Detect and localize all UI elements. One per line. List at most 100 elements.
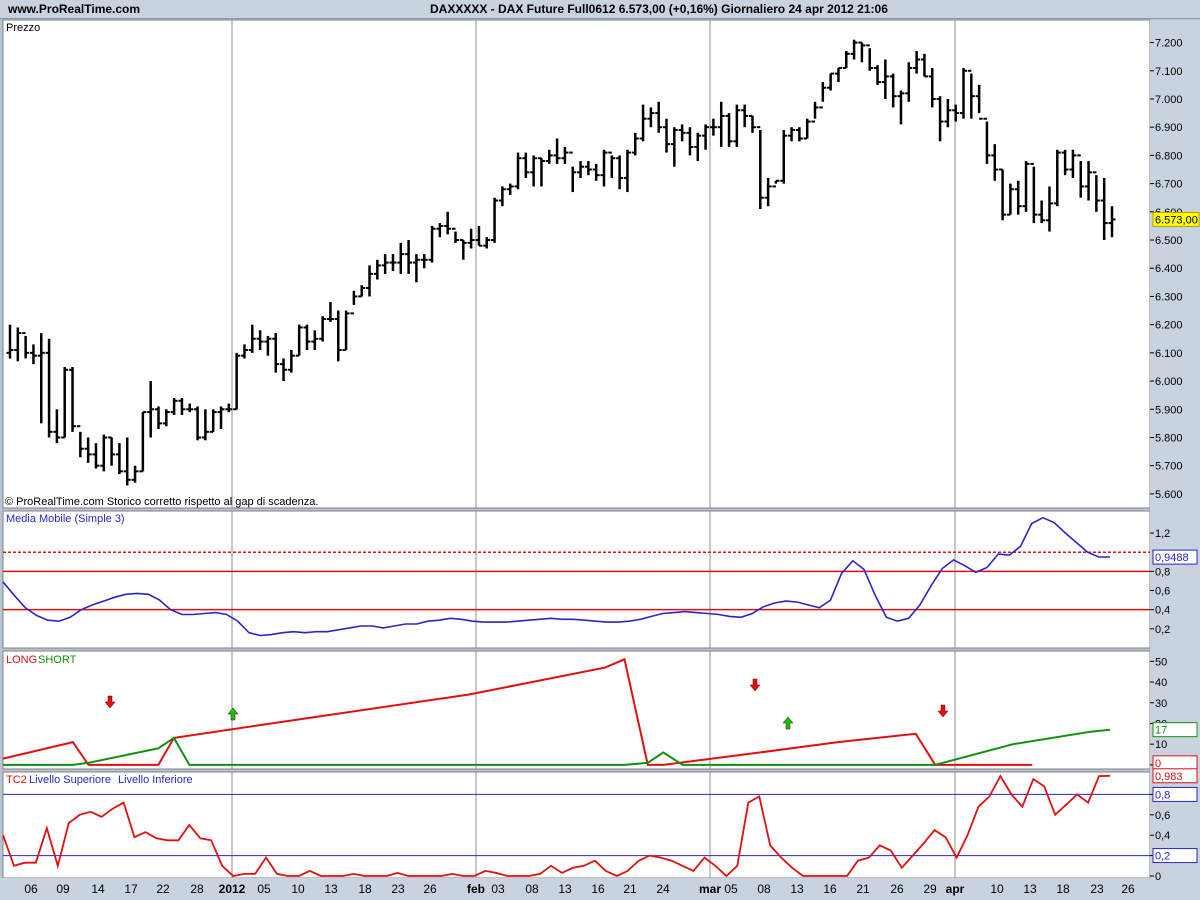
x-tick-label: mar bbox=[699, 882, 721, 896]
site-name[interactable]: www.ProRealTime.com bbox=[8, 2, 141, 16]
bottom-axis-strip bbox=[0, 878, 1200, 900]
x-tick-label: 13 bbox=[1023, 882, 1037, 896]
y-tick-label: 6.000 bbox=[1155, 376, 1183, 388]
x-tick-label: feb bbox=[467, 882, 485, 896]
x-tick-label: 21 bbox=[856, 882, 870, 896]
x-tick-label: 08 bbox=[525, 882, 539, 896]
x-tick-label: 26 bbox=[1121, 882, 1135, 896]
x-tick-label: 23 bbox=[391, 882, 405, 896]
tc2-last-value: 0,983 bbox=[1155, 771, 1183, 783]
tc2-series-line bbox=[2, 774, 1111, 878]
y-tick-label: 6.200 bbox=[1155, 320, 1183, 332]
y-tick-label: 7.100 bbox=[1155, 66, 1183, 78]
x-tick-label: 10 bbox=[291, 882, 305, 896]
y-tick-label: 1,2 bbox=[1155, 528, 1170, 540]
tc2-lower-legend: Livello Inferiore bbox=[118, 774, 193, 786]
short-series-line bbox=[3, 728, 1111, 766]
last-price-box bbox=[1152, 211, 1200, 227]
x-tick-label: 24 bbox=[656, 882, 670, 896]
price-panel-title: Prezzo bbox=[6, 22, 40, 34]
x-tick-label: 2012 bbox=[219, 882, 246, 896]
chart-header: www.ProRealTime.com DAXXXXX - DAX Future… bbox=[0, 0, 1200, 19]
x-tick-label: apr bbox=[946, 882, 965, 896]
y-tick-label: 6.900 bbox=[1155, 122, 1183, 134]
y-tick-label: 7.200 bbox=[1155, 38, 1183, 50]
y-tick-label: 5.800 bbox=[1155, 432, 1183, 444]
y-tick-label: 5.900 bbox=[1155, 404, 1183, 416]
y-tick-label: 6.400 bbox=[1155, 263, 1183, 275]
tc2-legend: TC2 bbox=[6, 774, 27, 786]
up-arrow-icon bbox=[782, 716, 794, 730]
y-tick-label: 6.100 bbox=[1155, 348, 1183, 360]
panel-ma bbox=[2, 510, 1151, 649]
down-arrow-icon bbox=[937, 704, 949, 718]
copyright-note: © ProRealTime.com Storico corretto rispe… bbox=[5, 496, 318, 508]
y-tick-label: 5.700 bbox=[1155, 461, 1183, 473]
tc2-upper-legend: Livello Superiore bbox=[29, 774, 111, 786]
down-arrow-icon bbox=[749, 678, 761, 692]
x-tick-label: 13 bbox=[558, 882, 572, 896]
y-tick-label: 30 bbox=[1155, 698, 1167, 710]
y-tick-label: 0,4 bbox=[1155, 605, 1170, 617]
x-tick-label: 05 bbox=[724, 882, 738, 896]
x-tick-label: 16 bbox=[591, 882, 605, 896]
y-tick-label: 50 bbox=[1155, 656, 1167, 668]
y-tick-label: 0,6 bbox=[1155, 810, 1170, 822]
y-tick-label: 10 bbox=[1155, 739, 1167, 751]
panel-longshort bbox=[2, 650, 1151, 770]
tc2-lower-value-box bbox=[1152, 848, 1198, 864]
down-arrow-icon bbox=[104, 695, 116, 709]
y-tick-label: 40 bbox=[1155, 677, 1167, 689]
tc2-upper-value-box bbox=[1152, 786, 1198, 802]
y-tick-label: 0,6 bbox=[1155, 586, 1170, 598]
tc2-last-value-box bbox=[1152, 768, 1198, 784]
ma-last-value-box bbox=[1152, 549, 1198, 565]
y-tick-label: 6.700 bbox=[1155, 179, 1183, 191]
y-tick-label: 5.600 bbox=[1155, 489, 1183, 501]
x-tick-label: 06 bbox=[24, 882, 38, 896]
x-tick-label: 23 bbox=[1090, 882, 1104, 896]
tc2-upper-value: 0,8 bbox=[1155, 789, 1170, 801]
x-tick-label: 16 bbox=[823, 882, 837, 896]
x-tick-label: 10 bbox=[990, 882, 1004, 896]
y-tick-label: 6.800 bbox=[1155, 150, 1183, 162]
panel-price bbox=[2, 19, 1151, 509]
x-tick-label: 26 bbox=[890, 882, 904, 896]
x-tick-label: 09 bbox=[56, 882, 70, 896]
y-tick-label: 7.000 bbox=[1155, 94, 1183, 106]
long-series-line bbox=[2, 657, 1033, 766]
y-tick-label: 6.500 bbox=[1155, 235, 1183, 247]
x-tick-label: 21 bbox=[623, 882, 637, 896]
short-last-value: 17 bbox=[1155, 725, 1167, 737]
y-tick-label: 0,4 bbox=[1155, 830, 1170, 842]
x-tick-label: 28 bbox=[190, 882, 204, 896]
x-tick-label: 26 bbox=[423, 882, 437, 896]
ma-last-value: 0,9488 bbox=[1155, 552, 1189, 564]
x-tick-label: 13 bbox=[324, 882, 338, 896]
panel-tc2 bbox=[2, 771, 1151, 879]
x-tick-label: 29 bbox=[923, 882, 937, 896]
y-tick-label: 0 bbox=[1155, 871, 1161, 883]
last-price-label: 6.573,00 bbox=[1155, 214, 1198, 226]
up-arrow-icon bbox=[227, 707, 239, 721]
long-legend: LONG bbox=[6, 654, 37, 666]
short-last-value-box bbox=[1152, 722, 1198, 738]
y-tick-label: 0,2 bbox=[1155, 624, 1170, 636]
x-tick-label: 13 bbox=[790, 882, 804, 896]
short-legend: SHORT bbox=[38, 654, 77, 666]
y-tick-label: 0,8 bbox=[1155, 566, 1170, 578]
x-tick-label: 17 bbox=[124, 882, 138, 896]
instrument-title: DAXXXXX - DAX Future Full0612 6.573,00 (… bbox=[430, 2, 888, 16]
x-tick-label: 08 bbox=[757, 882, 771, 896]
ma-series-line bbox=[2, 516, 1110, 637]
x-tick-label: 22 bbox=[156, 882, 170, 896]
x-tick-label: 18 bbox=[358, 882, 372, 896]
x-tick-label: 03 bbox=[491, 882, 505, 896]
tc2-lower-value: 0,2 bbox=[1155, 851, 1170, 863]
y-tick-label: 6.300 bbox=[1155, 291, 1183, 303]
x-tick-label: 05 bbox=[257, 882, 271, 896]
long-last-value: 0 bbox=[1155, 758, 1161, 770]
x-tick-label: 14 bbox=[91, 882, 105, 896]
ma-panel-title: Media Mobile (Simple 3) bbox=[6, 513, 125, 525]
